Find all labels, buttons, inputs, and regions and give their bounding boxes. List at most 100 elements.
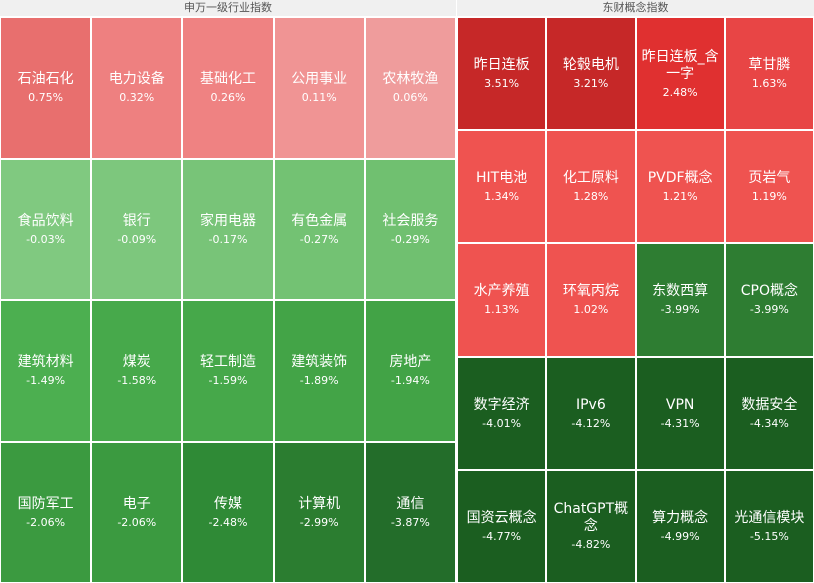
tile-value: 0.11% (301, 91, 337, 105)
tile-value: 1.02% (573, 303, 609, 317)
tile-name: HIT电池 (476, 170, 528, 187)
tile-name: 有色金属 (291, 212, 348, 229)
heat-tile: 化工原料 1.28% (546, 130, 636, 244)
tile-value: -1.59% (208, 374, 248, 388)
heat-tile: 国资云概念 -4.77% (457, 469, 547, 583)
heat-tile: 电子 -2.06% (91, 441, 183, 583)
tile-name: 化工原料 (562, 170, 619, 187)
tile-name: 通信 (396, 495, 425, 512)
heat-tile: 草甘膦 1.63% (724, 17, 814, 131)
tile-value: -2.06% (26, 515, 66, 529)
tile-name: 家用电器 (199, 212, 256, 229)
tile-value: -2.48% (208, 515, 248, 529)
tile-name: 页岩气 (748, 170, 791, 187)
heat-tile: 食品饮料 -0.03% (0, 158, 92, 300)
heat-tile: 数字经济 -4.01% (457, 356, 547, 470)
tile-value: -1.94% (390, 374, 430, 388)
heat-tile: 国防军工 -2.06% (0, 441, 92, 583)
tile-name: 建筑材料 (17, 354, 74, 371)
heat-tile: 社会服务 -0.29% (364, 158, 456, 300)
tile-value: -4.01% (482, 416, 522, 430)
tile-value: 0.06% (392, 91, 428, 105)
tile-value: 0.26% (210, 91, 246, 105)
tile-name: 数据安全 (741, 396, 798, 413)
tile-value: 1.13% (484, 303, 520, 317)
heat-tile: 银行 -0.09% (91, 158, 183, 300)
heat-tile: 农林牧渔 0.06% (364, 17, 456, 159)
tile-value: -0.09% (117, 232, 157, 246)
heat-tile: 石油石化 0.75% (0, 17, 92, 159)
heat-tile: 煤炭 -1.58% (91, 300, 183, 442)
heat-tile: 计算机 -2.99% (273, 441, 365, 583)
tile-value: 1.34% (484, 190, 520, 204)
tile-value: -4.82% (571, 538, 611, 552)
heat-tile: 通信 -3.87% (364, 441, 456, 583)
tile-value: 0.32% (119, 91, 155, 105)
tile-name: CPO概念 (740, 283, 798, 300)
tile-name: VPN (665, 396, 695, 413)
tile-name: 国资云概念 (466, 509, 537, 526)
tile-value: -4.12% (571, 416, 611, 430)
heat-tile: 轻工制造 -1.59% (182, 300, 274, 442)
heat-tile: HIT电池 1.34% (457, 130, 547, 244)
tile-name: 食品饮料 (17, 212, 74, 229)
tile-value: 3.21% (573, 77, 609, 91)
heat-tile: 房地产 -1.94% (364, 300, 456, 442)
tile-value: -1.89% (299, 374, 339, 388)
tile-name: 社会服务 (382, 212, 439, 229)
tile-value: -4.77% (482, 529, 522, 543)
tile-value: -3.87% (390, 515, 430, 529)
tile-name: 电力设备 (108, 71, 165, 88)
tile-name: 计算机 (298, 495, 341, 512)
heat-tile: 昨日连板 3.51% (457, 17, 547, 131)
heat-tile: 东数西算 -3.99% (635, 243, 725, 357)
tile-value: -1.49% (26, 374, 66, 388)
panel-title: 东财概念指数 (457, 0, 814, 16)
tile-name: 传媒 (213, 495, 242, 512)
tile-name: 建筑装饰 (291, 354, 348, 371)
heat-tile: 环氧丙烷 1.02% (546, 243, 636, 357)
tile-name: 石油石化 (17, 71, 74, 88)
heat-tile: 家用电器 -0.17% (182, 158, 274, 300)
heat-tile: 有色金属 -0.27% (273, 158, 365, 300)
tile-name: 算力概念 (652, 509, 709, 526)
heat-tile: 建筑装饰 -1.89% (273, 300, 365, 442)
tile-name: 数字经济 (473, 396, 530, 413)
panel-title: 申万一级行业指数 (0, 0, 456, 16)
tile-value: -5.15% (749, 529, 789, 543)
tile-value: -0.27% (299, 232, 339, 246)
tile-name: 环氧丙烷 (562, 283, 619, 300)
heat-tile: 基础化工 0.26% (182, 17, 274, 159)
tile-name: IPv6 (575, 396, 606, 413)
heat-tile: 建筑材料 -1.49% (0, 300, 92, 442)
tile-value: 0.75% (28, 91, 64, 105)
tile-value: -4.99% (660, 529, 700, 543)
tile-name: 公用事业 (291, 71, 348, 88)
tile-name: 水产养殖 (473, 283, 530, 300)
tile-name: PVDF概念 (647, 170, 713, 187)
tile-name: 农林牧渔 (382, 71, 439, 88)
heat-tile: 算力概念 -4.99% (635, 469, 725, 583)
tile-name: 昨日连板_含一字 (641, 48, 719, 82)
heat-tile: 轮毂电机 3.21% (546, 17, 636, 131)
heat-tile: 公用事业 0.11% (273, 17, 365, 159)
heat-tile: 数据安全 -4.34% (724, 356, 814, 470)
tile-value: -2.06% (117, 515, 157, 529)
heat-tile: 水产养殖 1.13% (457, 243, 547, 357)
heat-tile: CPO概念 -3.99% (724, 243, 814, 357)
tile-value: -4.31% (660, 416, 700, 430)
tile-value: -2.99% (299, 515, 339, 529)
tile-name: 房地产 (389, 354, 432, 371)
heat-tile: IPv6 -4.12% (546, 356, 636, 470)
heat-tile: 页岩气 1.19% (724, 130, 814, 244)
tile-value: -4.34% (749, 416, 789, 430)
heat-tile: PVDF概念 1.21% (635, 130, 725, 244)
tile-value: 1.28% (573, 190, 609, 204)
heat-tile: ChatGPT概念 -4.82% (546, 469, 636, 583)
tile-name: ChatGPT概念 (553, 501, 629, 535)
tile-name: 东数西算 (652, 283, 709, 300)
tile-value: 2.48% (662, 85, 698, 99)
tile-name: 电子 (122, 495, 151, 512)
tile-value: -0.03% (26, 232, 66, 246)
